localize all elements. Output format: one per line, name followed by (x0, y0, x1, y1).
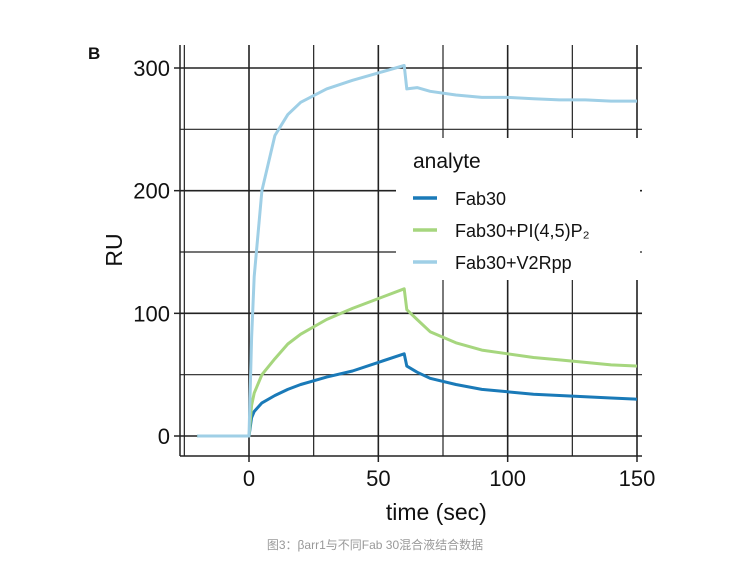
series-line-fab30-pi-4-5-p- (197, 287, 638, 438)
y-tick-label: 100 (133, 301, 170, 326)
y-axis-label: RU (101, 233, 127, 266)
x-tick-label: 50 (366, 466, 390, 491)
panel-label: B (88, 44, 101, 63)
legend-label: Fab30 (455, 189, 506, 209)
legend-title: analyte (413, 150, 481, 173)
x-axis-label: time (sec) (386, 499, 487, 525)
sensorgram-chart: 0 50 100 150 0 100 200 300 time (sec) RU analyte Fa… (101, 45, 656, 525)
legend-label: Fab30+PI(4,5)P₂ (455, 221, 590, 241)
x-tick-label: 100 (489, 466, 526, 491)
x-tick-label: 150 (619, 466, 656, 491)
figure-caption: 图3：βarr1与不同Fab 30混合液结合数据 (266, 538, 484, 552)
y-tick-label: 0 (158, 424, 170, 449)
y-tick-label: 300 (133, 56, 170, 81)
series-line-fab30-v2rpp (197, 64, 637, 438)
y-tick-label: 200 (133, 179, 170, 204)
legend-box (396, 138, 640, 280)
x-tick-label: 0 (243, 466, 255, 491)
series-line-fab30 (197, 352, 638, 438)
legend-label: Fab30+V2Rpp (455, 253, 572, 273)
